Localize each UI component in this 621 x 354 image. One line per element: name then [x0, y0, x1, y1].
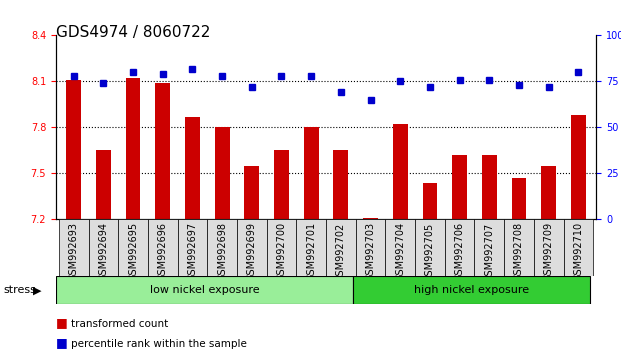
Text: GSM992702: GSM992702 [336, 222, 346, 281]
Bar [178, 219, 207, 276]
Text: stress: stress [3, 285, 36, 295]
Text: ■: ■ [56, 316, 68, 329]
Bar [59, 219, 89, 276]
Bar [237, 219, 266, 276]
Text: GSM992693: GSM992693 [69, 222, 79, 281]
Text: GSM992694: GSM992694 [98, 222, 109, 281]
Text: GSM992700: GSM992700 [276, 222, 286, 281]
Text: GSM992708: GSM992708 [514, 222, 524, 281]
Text: GSM992696: GSM992696 [158, 222, 168, 281]
Text: GSM992701: GSM992701 [306, 222, 316, 281]
Text: GSM992705: GSM992705 [425, 222, 435, 281]
Bar [474, 219, 504, 276]
Bar [504, 219, 534, 276]
Text: GSM992695: GSM992695 [128, 222, 138, 281]
Text: high nickel exposure: high nickel exposure [414, 285, 529, 295]
Bar [571, 115, 586, 219]
Bar [245, 166, 259, 219]
Text: GSM992706: GSM992706 [455, 222, 465, 281]
Bar [356, 219, 386, 276]
Text: GSM992698: GSM992698 [217, 222, 227, 281]
Bar [125, 78, 140, 219]
Bar [333, 150, 348, 219]
Text: ■: ■ [56, 336, 68, 349]
Text: GSM992704: GSM992704 [395, 222, 406, 281]
Text: GDS4974 / 8060722: GDS4974 / 8060722 [56, 25, 211, 40]
Bar [386, 219, 415, 276]
Bar [56, 276, 353, 304]
Bar [148, 219, 178, 276]
Bar [266, 219, 296, 276]
Bar [207, 219, 237, 276]
Bar [445, 219, 474, 276]
Bar [363, 218, 378, 219]
Bar [415, 219, 445, 276]
Bar [304, 127, 319, 219]
Bar [118, 219, 148, 276]
Bar [482, 155, 497, 219]
Bar [215, 127, 230, 219]
Bar [422, 183, 437, 219]
Bar [296, 219, 326, 276]
Text: GSM992697: GSM992697 [188, 222, 197, 281]
Bar [452, 155, 467, 219]
Bar [274, 150, 289, 219]
Text: GSM992699: GSM992699 [247, 222, 257, 281]
Bar [563, 219, 593, 276]
Bar [96, 150, 111, 219]
Bar [542, 166, 556, 219]
Text: transformed count: transformed count [71, 319, 169, 329]
Text: ▶: ▶ [33, 285, 42, 295]
Text: GSM992703: GSM992703 [366, 222, 376, 281]
Bar [155, 83, 170, 219]
Text: GSM992709: GSM992709 [543, 222, 554, 281]
Bar [326, 219, 356, 276]
Bar [185, 117, 200, 219]
Bar [534, 219, 563, 276]
Bar [353, 276, 590, 304]
Text: low nickel exposure: low nickel exposure [150, 285, 259, 295]
Text: GSM992710: GSM992710 [573, 222, 583, 281]
Bar [89, 219, 118, 276]
Bar [393, 124, 407, 219]
Text: GSM992707: GSM992707 [484, 222, 494, 281]
Bar [66, 80, 81, 219]
Text: percentile rank within the sample: percentile rank within the sample [71, 339, 247, 349]
Bar [512, 178, 527, 219]
